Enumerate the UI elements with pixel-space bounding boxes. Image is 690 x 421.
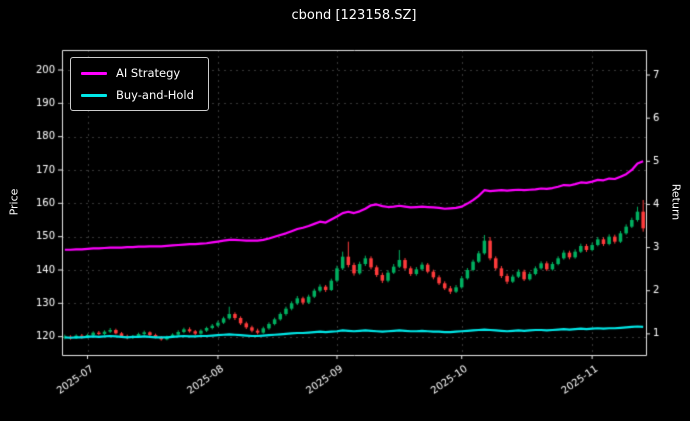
legend-item-ai-strategy: AI Strategy (81, 66, 194, 80)
ai-strategy-line-swatch (81, 71, 107, 75)
legend: AI Strategy Buy-and-Hold (70, 57, 209, 111)
right-axis-label: Return (669, 183, 683, 221)
legend-item-buy-and-hold: Buy-and-Hold (81, 88, 194, 102)
left-axis-label: Price (7, 188, 21, 216)
legend-label-buy-and-hold: Buy-and-Hold (116, 88, 194, 102)
buy-and-hold-line-swatch (81, 93, 107, 97)
legend-label-ai-strategy: AI Strategy (116, 66, 181, 80)
chart-title: cbond [123158.SZ] (291, 8, 417, 23)
